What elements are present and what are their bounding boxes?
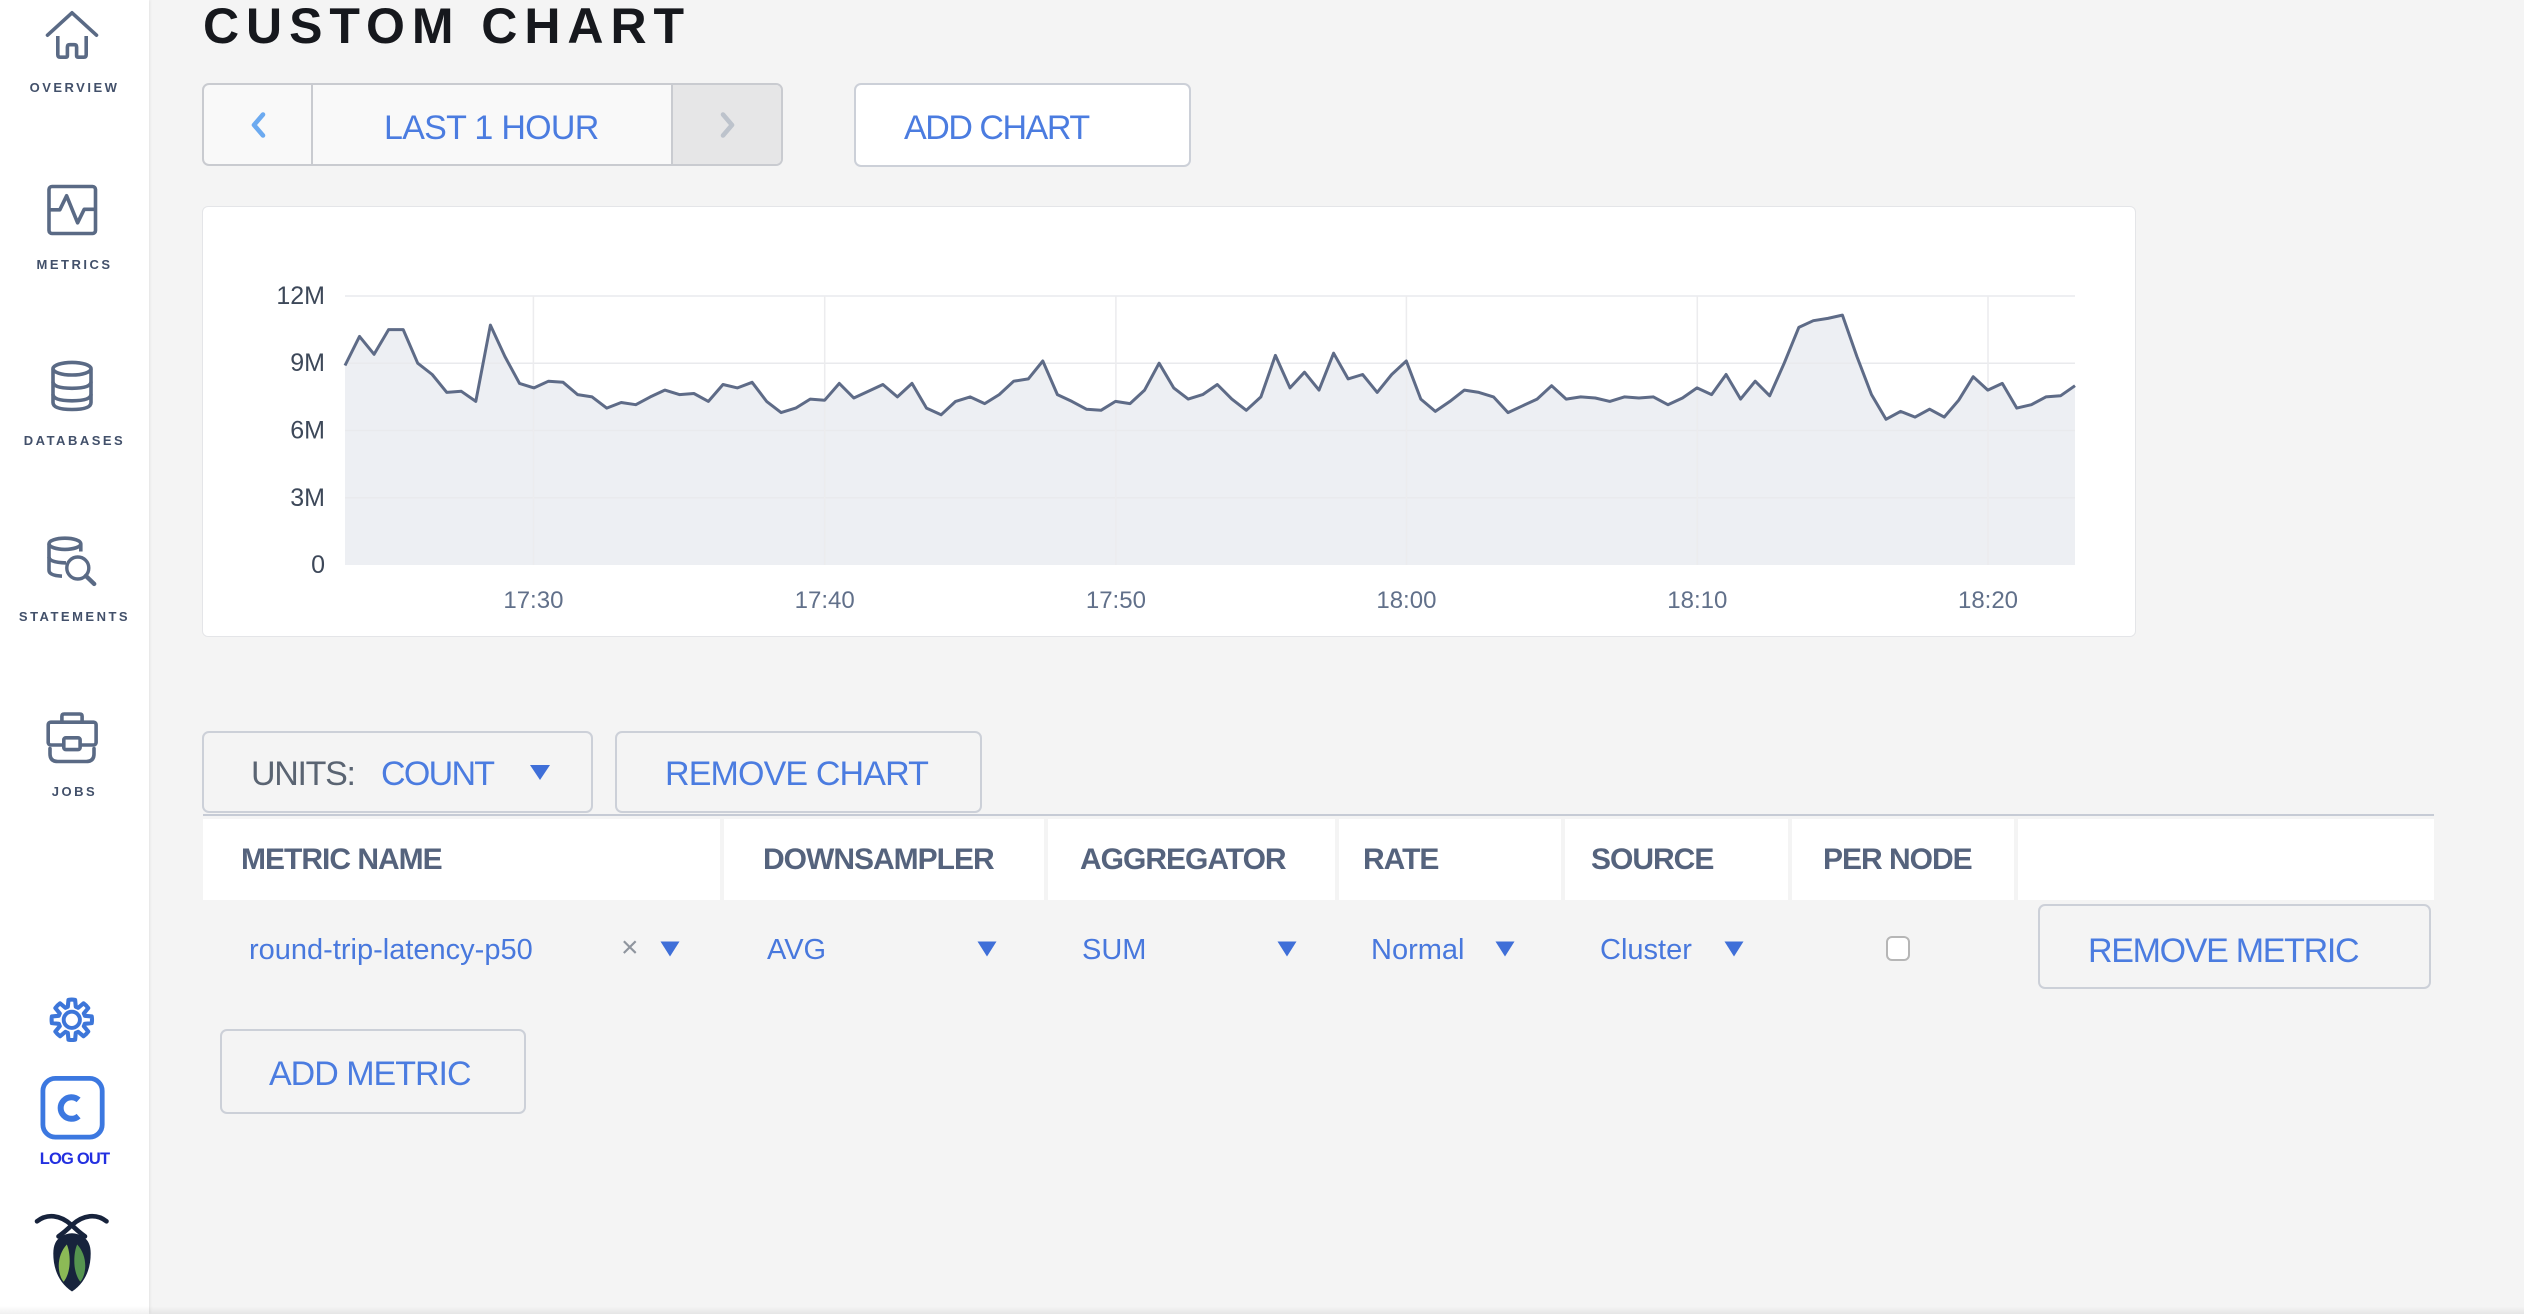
svg-text:18:20: 18:20 <box>1958 587 2018 614</box>
svg-text:18:00: 18:00 <box>1376 587 1436 614</box>
svg-text:17:50: 17:50 <box>1086 587 1146 614</box>
svg-text:17:40: 17:40 <box>795 587 855 614</box>
svg-text:3M: 3M <box>290 484 325 512</box>
svg-text:18:10: 18:10 <box>1667 587 1727 614</box>
svg-text:12M: 12M <box>276 282 325 310</box>
svg-text:0: 0 <box>311 551 325 579</box>
svg-text:17:30: 17:30 <box>503 587 563 614</box>
svg-text:9M: 9M <box>290 349 325 377</box>
svg-text:6M: 6M <box>290 417 325 445</box>
